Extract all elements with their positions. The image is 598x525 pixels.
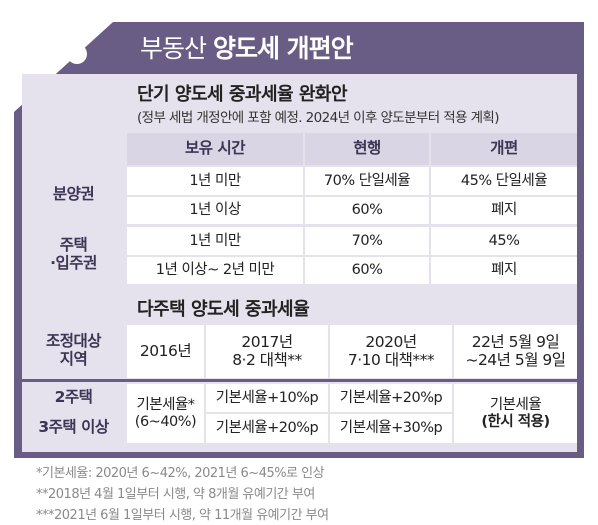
tag-corner-panel (22, 74, 110, 112)
table-cell: 1년 미만 (127, 167, 303, 195)
table-cell: 60% (305, 197, 429, 224)
header-2017-line2: 8·2 대책** (232, 350, 302, 369)
header-2020-line2: 7·10 대책*** (347, 350, 435, 369)
table-cell: 기본세율+30%p (330, 414, 452, 443)
header-2016-line1: 2016년 (139, 341, 192, 360)
table-cell: 60% (305, 257, 429, 284)
table-cell: 1년 이상~ 2년 미만 (127, 257, 303, 284)
table-cell: 1년 미만 (127, 227, 303, 255)
header-reform: 개편 (431, 133, 577, 165)
table-cell: 45% (431, 227, 577, 255)
header-2017: 2017년 8·2 대책** (206, 325, 328, 378)
title-main: 양도세 개편안 (212, 34, 354, 63)
header-current: 현행 (305, 133, 429, 165)
tag-hole (67, 44, 87, 64)
row-label-3homes: 3주택 이상 (38, 418, 109, 437)
row-label-2homes: 2주택 (54, 388, 93, 407)
divider (22, 379, 577, 382)
group-label-housing-line2: ·입주권 (50, 254, 97, 272)
cell-2016: 기본세율* (6~40%) (127, 384, 204, 443)
table-cell: 70% 단일세율 (305, 167, 429, 195)
page-title: 부동산 양도세 개편안 (140, 32, 354, 66)
table-cell: 폐지 (431, 257, 577, 284)
header-temp-line2: ~24년 5월 9일 (465, 350, 566, 369)
footnote-2: **2018년 4월 1일부터 시행, 약 8개월 유예기간 부여 (36, 487, 315, 502)
header-holding: 보유 시간 (127, 133, 303, 165)
group-label-housing-line1: 주택 (59, 236, 88, 255)
table-cell: 70% (305, 227, 429, 255)
header-2016: 2016년 (127, 325, 204, 378)
title-prefix: 부동산 (140, 34, 207, 63)
section1-title: 단기 양도세 중과세율 완화안 (137, 84, 348, 105)
corner-label-line2: 지역 (59, 349, 88, 368)
corner-label: 조정대상 지역 (22, 323, 125, 378)
section2-title: 다주택 양도세 중과세율 (137, 299, 310, 320)
header-2020-line1: 2020년 (365, 332, 417, 351)
table-cell: 폐지 (431, 197, 577, 224)
footnote-1: *기본세율: 2020년 6~42%, 2021년 6~45%로 인상 (36, 466, 325, 481)
header-2020: 2020년 7·10 대책*** (330, 325, 452, 378)
group-label-housing: 주택 ·입주권 (22, 226, 125, 284)
header-temp: 22년 5월 9일 ~24년 5월 9일 (454, 325, 577, 378)
table-cell: 45% 단일세율 (431, 167, 577, 195)
section1-subtitle: (정부 세법 개정안에 포함 예정. 2024년 이후 양도분부터 적용 계획) (137, 110, 499, 126)
cell-2016-line1: 기본세율* (136, 396, 195, 413)
header-temp-line1: 22년 5월 9일 (471, 332, 560, 351)
header-2017-line1: 2017년 (241, 332, 293, 351)
group-label-presale: 분양권 (52, 185, 95, 204)
footnote-3: ***2021년 6월 1일부터 시행, 약 11개월 유예기간 부여 (36, 508, 329, 523)
table-cell: 기본세율+20%p (330, 384, 452, 412)
corner-label-line1: 조정대상 (45, 331, 102, 350)
table-cell: 기본세율+20%p (206, 414, 328, 443)
table-cell: 1년 이상 (127, 197, 303, 224)
cell-temp-line2: (한시 적용) (481, 413, 550, 430)
cell-2016-line2: (6~40%) (134, 413, 197, 430)
table-cell: 기본세율+10%p (206, 384, 328, 412)
cell-temp-line1: 기본세율 (489, 396, 542, 413)
cell-temp: 기본세율 (한시 적용) (454, 384, 577, 443)
